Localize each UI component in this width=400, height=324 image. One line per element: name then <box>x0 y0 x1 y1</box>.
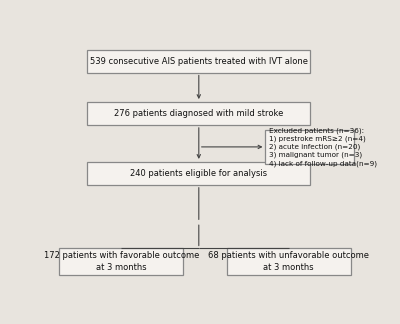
FancyBboxPatch shape <box>266 130 354 164</box>
Text: 539 consecutive AIS patients treated with IVT alone: 539 consecutive AIS patients treated wit… <box>90 57 308 65</box>
FancyBboxPatch shape <box>87 50 310 73</box>
FancyBboxPatch shape <box>87 162 310 185</box>
Text: Excluded patients (n=36):
1) prestroke mRS≥2 (n=4)
2) acute infection (n=20)
3) : Excluded patients (n=36): 1) prestroke m… <box>269 127 377 167</box>
Text: 172 patients with favorable outcome
at 3 months: 172 patients with favorable outcome at 3… <box>44 251 199 272</box>
Text: 240 patients eligible for analysis: 240 patients eligible for analysis <box>130 169 267 178</box>
FancyBboxPatch shape <box>227 249 351 275</box>
Text: 276 patients diagnosed with mild stroke: 276 patients diagnosed with mild stroke <box>114 109 284 118</box>
FancyBboxPatch shape <box>59 249 183 275</box>
FancyBboxPatch shape <box>87 102 310 125</box>
Text: 68 patients with unfavorable outcome
at 3 months: 68 patients with unfavorable outcome at … <box>208 251 369 272</box>
